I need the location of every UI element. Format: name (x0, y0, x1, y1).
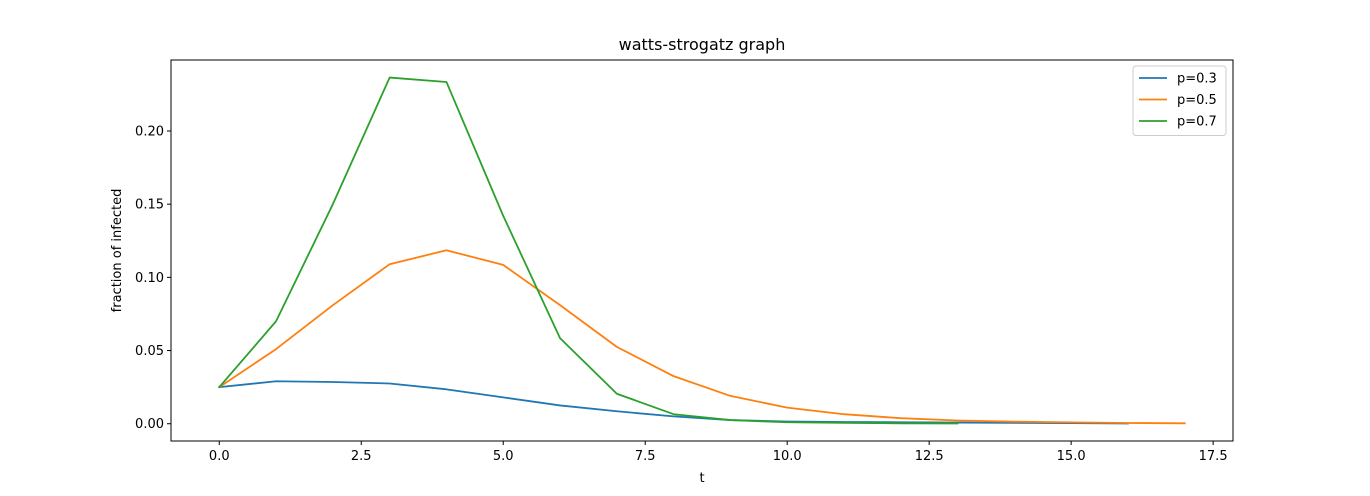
y-tick-label: 0.05 (135, 344, 164, 359)
legend-box (1132, 65, 1227, 136)
plot-frame (170, 59, 1234, 442)
x-tick-label: 2.5 (351, 449, 372, 464)
series-layer (218, 76, 1186, 425)
y-tick-label: 0.10 (135, 271, 164, 286)
x-tick-label: 10.0 (773, 449, 802, 464)
legend-label: p=0.5 (1177, 93, 1217, 108)
y-tick-label: 0.20 (135, 124, 164, 139)
x-tick-label: 15.0 (1057, 449, 1086, 464)
series-line-p=0.3 (218, 380, 1129, 425)
legend-label: p=0.7 (1177, 115, 1217, 130)
y-axis: 0.00 0.05 0.10 0.15 0.20 (135, 124, 171, 432)
x-tick-label: 0.0 (209, 449, 230, 464)
x-tick-label: 12.5 (915, 449, 944, 464)
series-line-p=0.7 (218, 76, 959, 425)
x-tick-label: 7.5 (635, 449, 656, 464)
legend: p=0.3 p=0.5 p=0.7 (1132, 65, 1227, 136)
x-tick-label: 5.0 (493, 449, 514, 464)
y-axis-label: fraction of infected (110, 189, 125, 313)
y-tick-label: 0.15 (135, 198, 164, 213)
chart-title: watts-strogatz graph (619, 35, 786, 54)
x-tick-label: 17.5 (1199, 449, 1228, 464)
legend-label: p=0.3 (1177, 72, 1217, 87)
x-axis-label: t (699, 471, 704, 486)
series-line-p=0.5 (218, 249, 1186, 425)
y-tick-label: 0.00 (135, 417, 164, 432)
x-axis: 0.0 2.5 5.0 7.5 10.0 12.5 15.0 17.5 (209, 441, 1228, 464)
